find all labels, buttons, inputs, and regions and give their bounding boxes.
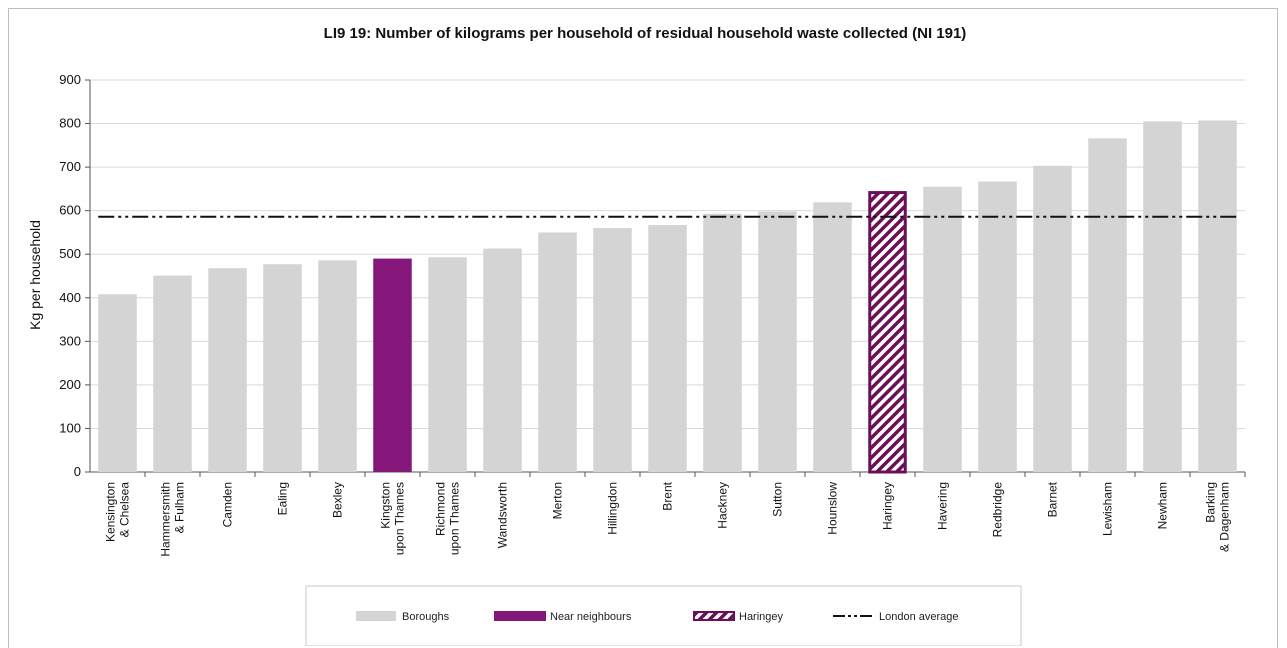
x-tick-label: Haringey — [881, 482, 895, 530]
legend-label: London average — [879, 611, 959, 623]
x-tick-label: Ealing — [276, 482, 290, 515]
y-tick-label: 200 — [59, 377, 81, 392]
x-tick-label: Camden — [221, 482, 235, 527]
x-tick-label: Barking& Dagenham — [1204, 482, 1232, 552]
bar — [978, 181, 1017, 473]
y-tick-label: 700 — [59, 159, 81, 174]
x-tick-label: Lewisham — [1101, 482, 1115, 536]
legend: Boroughs Near neighbours Haringey London av… — [305, 585, 1022, 646]
bar — [758, 211, 797, 472]
y-tick-label: 400 — [59, 290, 81, 305]
bar — [428, 257, 467, 472]
bar — [1143, 121, 1182, 472]
bars — [98, 120, 1237, 474]
bar — [813, 202, 852, 472]
x-tick-label: Merton — [551, 482, 565, 519]
x-tick-label: Kingstonupon Thames — [379, 482, 407, 555]
bar — [538, 232, 577, 472]
legend-label: Boroughs — [402, 611, 450, 623]
y-tick-label: 800 — [59, 116, 81, 131]
x-tick-label: Hackney — [716, 482, 730, 529]
bar — [648, 225, 687, 472]
x-tick-label: Newham — [1156, 482, 1170, 529]
bar — [483, 248, 522, 472]
y-tick-label: 300 — [59, 333, 81, 348]
bar — [98, 294, 137, 472]
x-tick-label: Hammersmith& Fulham — [159, 482, 187, 557]
bar — [703, 213, 742, 472]
y-tick-label: 0 — [74, 464, 81, 479]
x-tick-label: Redbridge — [991, 482, 1005, 538]
x-tick-label: Richmondupon Thames — [434, 482, 462, 555]
legend-label: Near neighbours — [550, 611, 632, 623]
x-tick-label: Barnet — [1046, 481, 1060, 517]
y-tick-label: 100 — [59, 420, 81, 435]
x-tick-label: Hounslow — [826, 482, 840, 535]
legend-swatch-haringey — [693, 611, 735, 621]
bar — [263, 264, 302, 472]
y-tick-label: 900 — [59, 72, 81, 87]
bar — [1033, 165, 1072, 472]
x-tick-label: Bexley — [331, 482, 345, 518]
bar — [153, 275, 192, 472]
bar — [1198, 120, 1237, 473]
legend-swatch-near-neighbours — [494, 611, 546, 621]
y-tick-label: 500 — [59, 246, 81, 261]
x-tick-label: Wandsworth — [496, 482, 510, 548]
chart-title: LI9 19: Number of kilograms per househol… — [324, 25, 967, 42]
bar — [318, 260, 357, 472]
x-tick-label: Havering — [936, 482, 950, 530]
category-labels: Kensington& Chelsea Hammersmith& Fulham Ca… — [104, 481, 1232, 556]
legend-label: Haringey — [739, 611, 784, 623]
bar — [208, 268, 247, 472]
bar — [373, 258, 412, 472]
bar — [1088, 138, 1127, 472]
y-axis-label: Kg per household — [27, 220, 43, 330]
legend-swatch-boroughs — [356, 611, 396, 621]
x-tick-label: Kensington& Chelsea — [104, 482, 132, 542]
x-tick-label: Hillingdon — [606, 482, 620, 535]
x-tick-label: Sutton — [771, 482, 785, 517]
bar — [868, 191, 907, 474]
legend-box — [305, 585, 1022, 646]
bar — [593, 228, 632, 472]
bar — [923, 186, 962, 472]
x-tick-label: Brent — [661, 481, 675, 510]
y-tick-label: 600 — [59, 203, 81, 218]
